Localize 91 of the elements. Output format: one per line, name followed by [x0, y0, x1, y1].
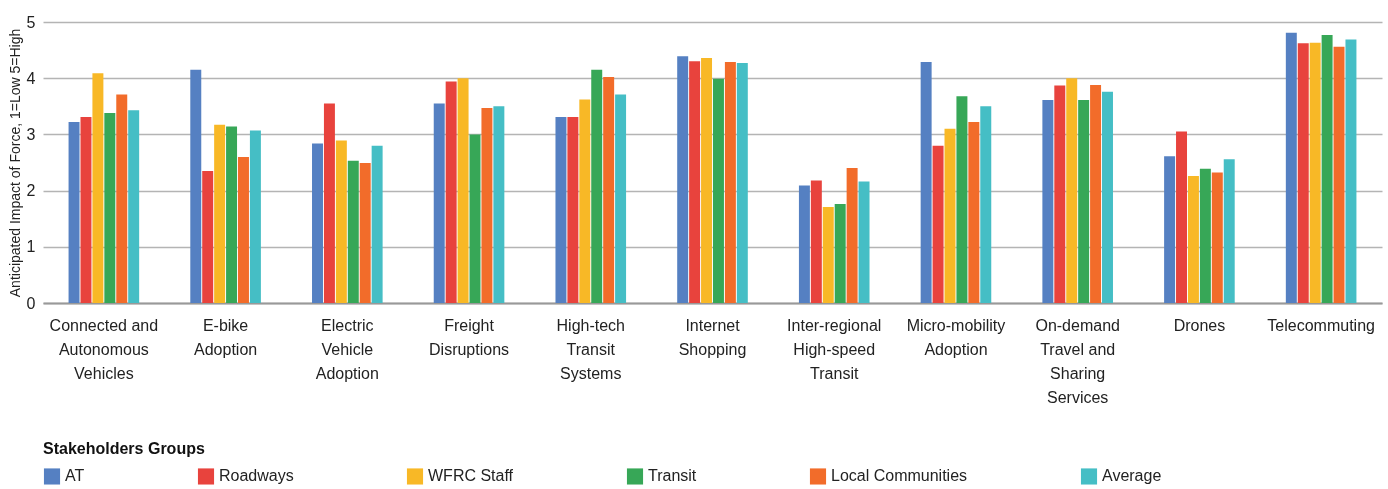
- bar: [1321, 34, 1333, 303]
- bar: [822, 206, 834, 303]
- bar: [1102, 91, 1113, 303]
- bar: [104, 113, 116, 303]
- legend-title: Stakeholders Groups: [43, 440, 205, 457]
- x-tick-label: On-demand Travel and Sharing Services: [1035, 316, 1120, 406]
- bar: [591, 69, 603, 303]
- legend-label: Roadways: [219, 467, 294, 485]
- bar: [1309, 42, 1321, 303]
- bar: [237, 156, 249, 303]
- y-tick-label: 5: [26, 13, 36, 31]
- x-tick-label: Freight Disruptions: [429, 316, 510, 358]
- legend-label: WFRC Staff: [428, 467, 514, 485]
- bar: [603, 77, 615, 303]
- bar: [810, 180, 822, 303]
- bar: [371, 145, 383, 303]
- bar: [80, 116, 92, 303]
- bar: [834, 204, 846, 303]
- x-tick-label: Micro-mobility Adoption: [906, 316, 1006, 358]
- bar: [1164, 156, 1176, 303]
- x-tick-label: Telecommuting: [1267, 316, 1375, 334]
- bar: [579, 99, 591, 303]
- bar: [1223, 159, 1235, 303]
- x-tick-label: Drones: [1173, 316, 1226, 334]
- bar: [1297, 43, 1309, 303]
- bar: [724, 61, 736, 303]
- legend-label: AT: [65, 467, 85, 485]
- bar: [956, 96, 968, 303]
- bar: [555, 116, 567, 303]
- bar: [116, 94, 128, 303]
- bar: [445, 81, 457, 303]
- legend-label: Local Communities: [831, 467, 968, 485]
- bar: [712, 78, 724, 303]
- bar: [920, 61, 932, 303]
- bar: [846, 168, 858, 303]
- bar: [567, 116, 579, 303]
- bar: [1054, 85, 1066, 303]
- bar: [932, 145, 944, 303]
- bar: [944, 128, 956, 303]
- bar: [858, 181, 870, 303]
- bar: [1199, 168, 1211, 303]
- bar: [1090, 84, 1102, 303]
- bar: [214, 124, 226, 303]
- bar: [701, 57, 713, 303]
- bar: [1042, 100, 1054, 303]
- y-tick-label: 0: [26, 294, 36, 312]
- bar: [968, 122, 980, 303]
- bar: [481, 107, 493, 303]
- bar: [493, 106, 505, 303]
- bar: [457, 78, 469, 303]
- bar: [312, 143, 323, 303]
- bar: [1176, 131, 1188, 303]
- bar: [226, 126, 238, 303]
- x-tick-label: Connected and Autonomous Vehicles: [49, 316, 159, 382]
- y-tick-label: 3: [26, 125, 36, 143]
- bar: [347, 160, 359, 303]
- x-tick-label: Electric Vehicle Adoption: [315, 316, 379, 382]
- y-axis-title: Anticipated Impact of Force, 1=Low 5=High: [6, 28, 23, 298]
- legend-label: Average: [1102, 467, 1162, 485]
- bar: [1078, 100, 1090, 303]
- bar: [1345, 39, 1357, 303]
- bar: [1333, 46, 1345, 303]
- y-tick-label: 2: [26, 182, 36, 200]
- y-tick-label: 4: [26, 69, 36, 87]
- bar: [92, 73, 104, 303]
- bar: [689, 61, 701, 303]
- bar: [323, 103, 335, 303]
- y-tick-label: 1: [26, 238, 36, 256]
- bar: [202, 170, 214, 303]
- bar: [736, 63, 748, 303]
- bar: [433, 103, 445, 303]
- bar: [798, 185, 810, 303]
- bar: [980, 106, 992, 303]
- bar: [128, 110, 140, 303]
- bar: [359, 163, 371, 303]
- x-tick-label: High-tech Transit Systems: [556, 316, 626, 382]
- x-tick-label: E-bike Adoption: [194, 316, 258, 358]
- legend-label: Transit: [648, 467, 697, 485]
- bar: [249, 130, 261, 303]
- x-tick-label: Inter-regional High-speed Transit: [787, 316, 882, 382]
- bar: [1211, 172, 1223, 303]
- bar: [68, 122, 80, 303]
- bar: [1187, 175, 1199, 303]
- bar: [615, 94, 627, 303]
- bar: [677, 56, 689, 303]
- bar: [469, 134, 481, 303]
- bar: [1285, 32, 1297, 303]
- x-tick-label: Internet Shopping: [678, 316, 747, 358]
- bar: [1066, 78, 1078, 303]
- bar: [335, 140, 347, 303]
- bar: [190, 69, 202, 303]
